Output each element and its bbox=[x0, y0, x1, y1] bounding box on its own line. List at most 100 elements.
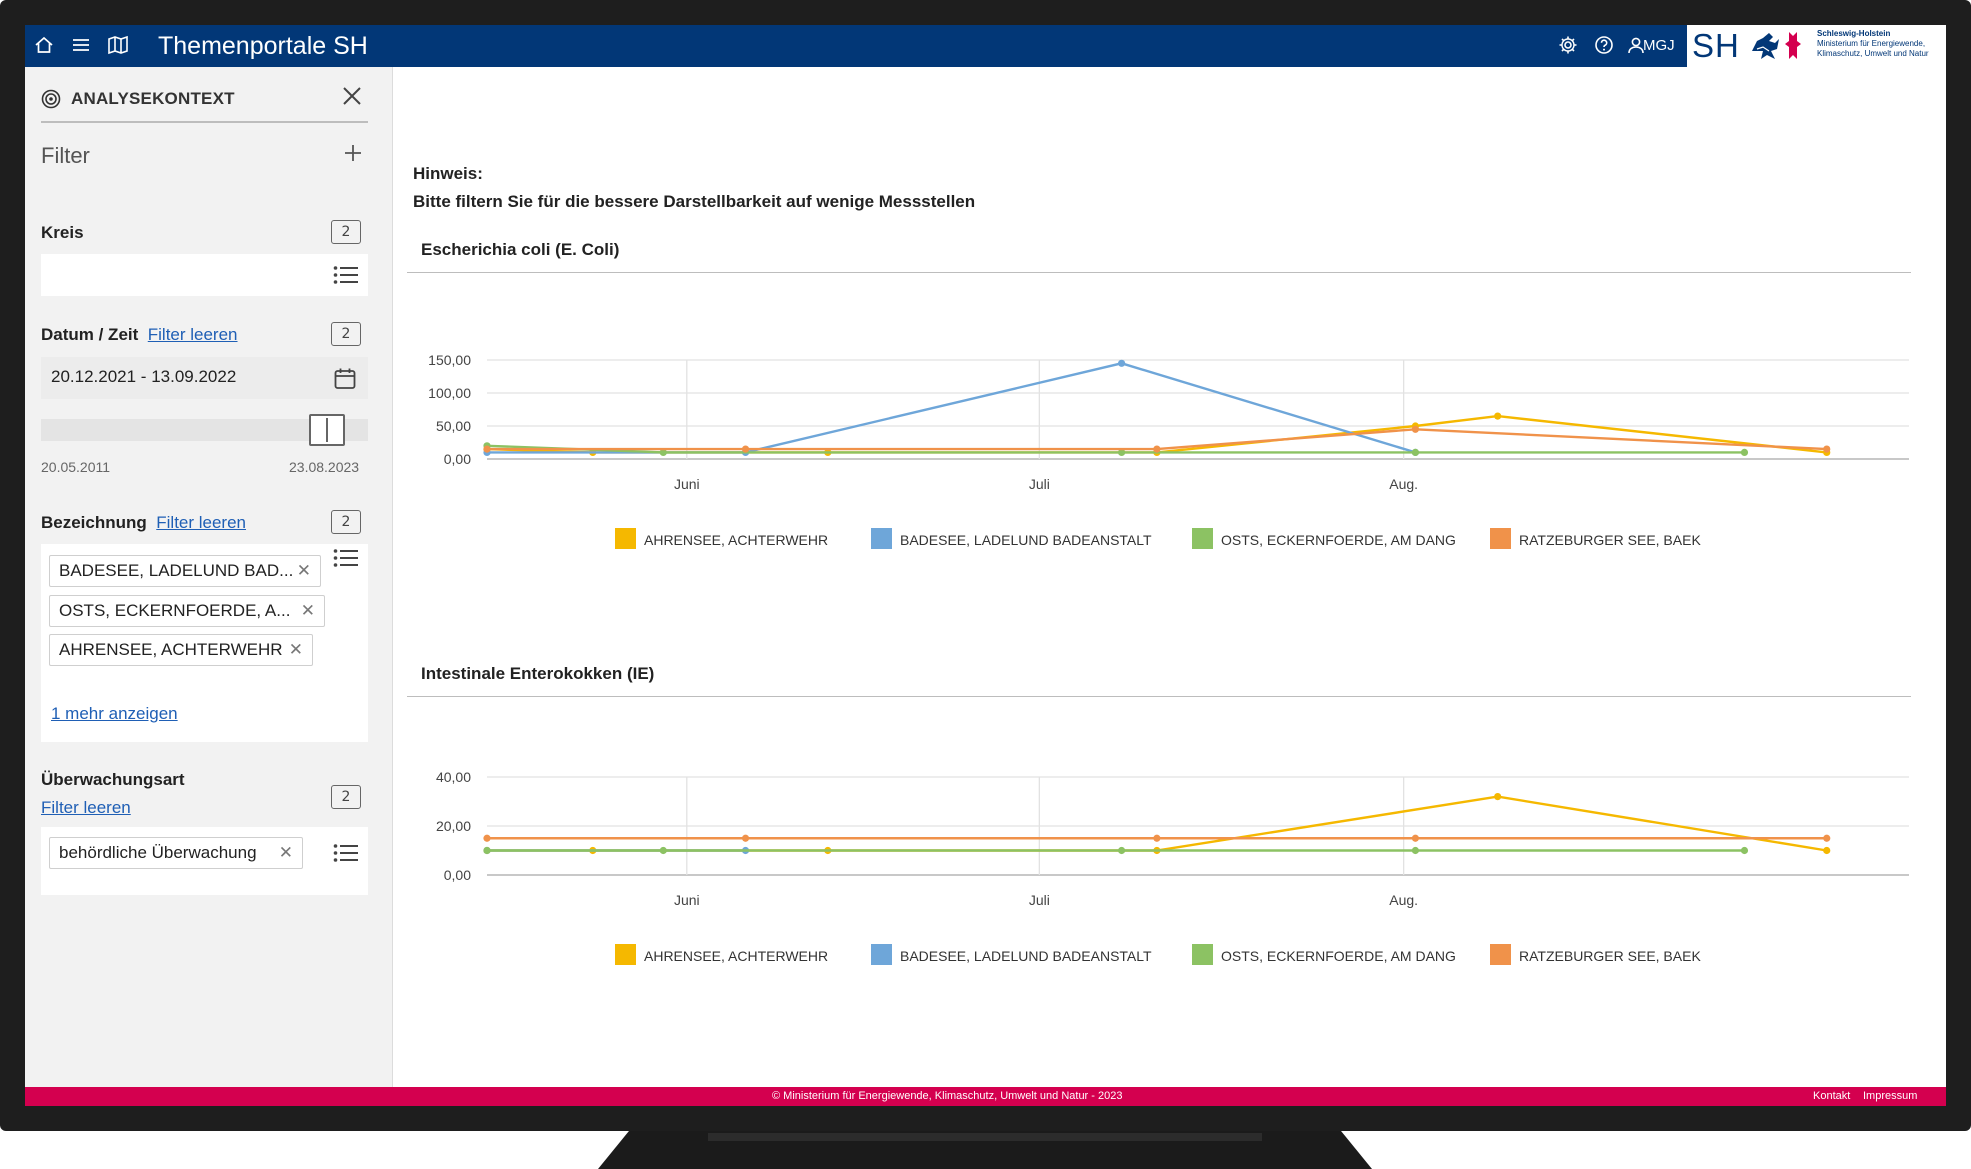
data-point[interactable] bbox=[659, 846, 667, 855]
screen: Themenportale SH MGJ SH bbox=[25, 25, 1946, 1106]
legend-swatch bbox=[615, 528, 636, 549]
footer-impressum-link[interactable]: Impressum bbox=[1863, 1090, 1918, 1102]
menu-icon[interactable] bbox=[68, 32, 94, 58]
data-point[interactable] bbox=[483, 445, 491, 453]
chip-ahrensee: AHRENSEE, ACHTERWEHR ✕ bbox=[49, 634, 313, 666]
user-name[interactable]: MGJ bbox=[1643, 37, 1675, 54]
data-point[interactable] bbox=[1494, 412, 1502, 420]
data-point[interactable] bbox=[1494, 793, 1502, 801]
date-range-value: 20.12.2021 - 13.09.2022 bbox=[51, 367, 237, 386]
legend-label: OSTS, ECKERNFOERDE, AM DANG bbox=[1221, 948, 1456, 964]
legend-item[interactable]: RATZEBURGER SEE, BAEK bbox=[1490, 944, 1701, 965]
bezeichnung-label: Bezeichnung Filter leeren bbox=[41, 513, 246, 533]
data-point[interactable] bbox=[1153, 834, 1161, 842]
y-tick-label: 100,00 bbox=[428, 385, 471, 401]
coat-of-arms-icon bbox=[1749, 29, 1811, 67]
data-point[interactable] bbox=[659, 448, 667, 456]
data-point[interactable] bbox=[741, 445, 750, 453]
x-tick-label: Juli bbox=[1029, 892, 1050, 908]
kreis-select[interactable] bbox=[41, 254, 368, 296]
analysis-sidebar: ANALYSEKONTEXT Filter Kreis 2 Datum / Ze… bbox=[25, 67, 393, 1087]
legend-label: BADESEE, LADELUND BADEANSTALT bbox=[900, 948, 1152, 964]
chart-title: Escherichia coli (E. Coli) bbox=[421, 240, 620, 259]
monitor-stand bbox=[598, 1131, 1372, 1169]
data-point[interactable] bbox=[1411, 834, 1420, 842]
map-icon[interactable] bbox=[105, 32, 131, 58]
show-more-link[interactable]: 1 mehr anzeigen bbox=[51, 704, 178, 723]
data-point[interactable] bbox=[483, 834, 491, 842]
chart-divider bbox=[407, 696, 1911, 697]
enterococci-chart: 40,00 20,00 0,00 Juni Juli Aug. AHRENSEE, ACHT… bbox=[436, 769, 1909, 965]
legend-swatch bbox=[1490, 944, 1511, 965]
x-tick-label: Aug. bbox=[1389, 476, 1418, 492]
divider bbox=[41, 121, 368, 123]
close-icon[interactable] bbox=[341, 85, 363, 107]
bezeichnung-count-badge: 2 bbox=[331, 510, 361, 534]
date-range-input[interactable]: 20.12.2021 - 13.09.2022 bbox=[41, 357, 368, 399]
logo-mark: SH bbox=[1692, 27, 1740, 64]
slider-handle[interactable] bbox=[309, 414, 345, 446]
legend-item[interactable]: BADESEE, LADELUND BADEANSTALT bbox=[871, 944, 1152, 965]
gear-icon[interactable] bbox=[1555, 32, 1581, 58]
data-point[interactable] bbox=[1118, 359, 1126, 367]
ecoli-chart: 150,00 100,00 50,00 0,00 Juni Juli Aug. AHRENSE… bbox=[428, 352, 1909, 549]
logo-state: Schleswig-Holstein bbox=[1817, 29, 1891, 38]
calendar-icon[interactable] bbox=[333, 367, 357, 395]
datum-label-text: Datum / Zeit bbox=[41, 325, 139, 344]
user-icon[interactable] bbox=[1623, 32, 1649, 58]
data-point[interactable] bbox=[1411, 846, 1420, 855]
legend-label: AHRENSEE, ACHTERWEHR bbox=[644, 532, 828, 548]
help-icon[interactable] bbox=[1591, 32, 1617, 58]
legend-item[interactable]: OSTS, ECKERNFOERDE, AM DANG bbox=[1192, 944, 1456, 965]
monitor-frame: Themenportale SH MGJ SH bbox=[0, 0, 1971, 1131]
data-point[interactable] bbox=[483, 846, 491, 855]
legend-label: BADESEE, LADELUND BADEANSTALT bbox=[900, 532, 1152, 548]
home-icon[interactable] bbox=[31, 32, 57, 58]
bezeichnung-clear-link[interactable]: Filter leeren bbox=[156, 513, 247, 532]
list-icon[interactable] bbox=[333, 265, 359, 285]
data-point[interactable] bbox=[1411, 448, 1420, 456]
legend-item[interactable]: OSTS, ECKERNFOERDE, AM DANG bbox=[1192, 528, 1456, 549]
list-icon[interactable] bbox=[333, 843, 359, 863]
legend-item[interactable]: AHRENSEE, ACHTERWEHR bbox=[615, 528, 828, 549]
context-title: ANALYSEKONTEXT bbox=[71, 89, 235, 108]
data-point[interactable] bbox=[1823, 846, 1831, 855]
data-point[interactable] bbox=[1118, 448, 1126, 456]
y-tick-label: 0,00 bbox=[444, 867, 471, 883]
x-tick-label: Aug. bbox=[1389, 892, 1418, 908]
remove-chip-icon[interactable]: ✕ bbox=[288, 640, 303, 659]
data-point[interactable] bbox=[741, 834, 750, 842]
y-tick-label: 20,00 bbox=[436, 818, 471, 834]
legend-item[interactable]: AHRENSEE, ACHTERWEHR bbox=[615, 944, 828, 965]
kreis-count-badge: 2 bbox=[331, 220, 361, 244]
add-filter-icon[interactable] bbox=[343, 143, 363, 167]
remove-chip-icon[interactable]: ✕ bbox=[300, 601, 315, 620]
data-point[interactable] bbox=[1411, 425, 1420, 433]
legend-label: AHRENSEE, ACHTERWEHR bbox=[644, 948, 828, 964]
data-point[interactable] bbox=[1740, 448, 1749, 456]
y-tick-label: 40,00 bbox=[436, 769, 471, 785]
legend-item[interactable]: RATZEBURGER SEE, BAEK bbox=[1490, 528, 1701, 549]
list-icon[interactable] bbox=[333, 548, 359, 568]
datum-clear-link[interactable]: Filter leeren bbox=[147, 325, 238, 344]
bezeichnung-select[interactable]: BADESEE, LADELUND BAD... ✕ OSTS, ECKERNF… bbox=[41, 544, 368, 742]
data-point[interactable] bbox=[1740, 846, 1749, 855]
chip-osts: OSTS, ECKERNFOERDE, A... ✕ bbox=[49, 595, 325, 627]
chip-badesee: BADESEE, LADELUND BAD... ✕ bbox=[49, 555, 321, 587]
footer-kontakt-link[interactable]: Kontakt bbox=[1813, 1090, 1851, 1102]
ueberwachung-clear-link[interactable]: Filter leeren bbox=[41, 798, 131, 817]
legend-item[interactable]: BADESEE, LADELUND BADEANSTALT bbox=[871, 528, 1152, 549]
legend-swatch bbox=[871, 944, 892, 965]
data-point[interactable] bbox=[1118, 846, 1126, 855]
y-tick-label: 150,00 bbox=[428, 352, 471, 368]
data-point[interactable] bbox=[1823, 834, 1831, 842]
remove-chip-icon[interactable]: ✕ bbox=[296, 561, 311, 580]
main-content: Hinweis: Bitte filtern Sie für die besse… bbox=[393, 67, 1946, 1087]
datum-count-badge: 2 bbox=[331, 322, 361, 346]
ueberwachung-select[interactable]: behördliche Überwachung ✕ bbox=[41, 827, 368, 895]
bezeichnung-label-text: Bezeichnung bbox=[41, 513, 147, 532]
remove-chip-icon[interactable]: ✕ bbox=[278, 843, 293, 862]
data-point[interactable] bbox=[1153, 445, 1161, 453]
data-point[interactable] bbox=[1823, 445, 1831, 453]
date-range-slider[interactable] bbox=[41, 419, 368, 441]
